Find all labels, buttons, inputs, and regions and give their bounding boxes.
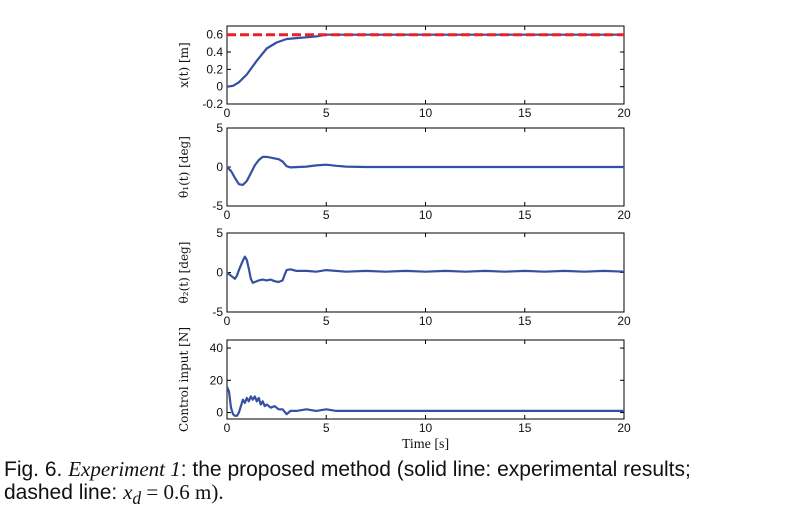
series-line (226, 33, 624, 88)
x-tick-label: 0 (224, 208, 231, 222)
plot-frame (226, 339, 625, 420)
subplot-4: 0 5 10 15 20 40 20 0 Control input [N] Time [s] (177, 327, 631, 452)
x-tick-label: 20 (617, 106, 631, 120)
series-line (225, 386, 624, 417)
caption-prefix: Fig. 6. (4, 458, 63, 481)
y-tick-label: 40 (210, 341, 224, 355)
y-tick-label: 0 (216, 80, 223, 94)
y-tick-label: 20 (210, 373, 224, 387)
y-tick-label: 0.6 (206, 28, 223, 42)
y-tick-label: 0 (216, 266, 223, 280)
caption-var: x (123, 480, 133, 504)
y-tick-label: 0.2 (206, 62, 223, 76)
x-tick-label: 10 (419, 106, 433, 120)
figure: 0 5 10 15 200.60.40.20-0.2x(t) [m]0 5 10 15 2050… (177, 25, 631, 452)
x-tick-label: 20 (617, 208, 631, 222)
x-tick-label: 20 (617, 314, 631, 328)
x-tick-label: 15 (518, 106, 532, 120)
x-tick-label: 15 (518, 314, 532, 328)
y-axis-label: θ₁(t) [deg] (177, 136, 191, 198)
x-tick-label: 15 (518, 421, 532, 435)
x-tick-label: 10 (419, 208, 433, 222)
y-tick-label: 5 (216, 121, 223, 135)
y-tick-label: 0 (216, 406, 223, 420)
x-tick-label: 0 (224, 421, 231, 435)
caption-text: : the proposed method (solid line: exper… (180, 458, 691, 481)
caption-experiment: Experiment 1 (68, 457, 181, 481)
x-tick-label: 5 (323, 208, 330, 222)
y-tick-label: -0.2 (202, 97, 223, 111)
x-tick-label: 0 (224, 314, 231, 328)
caption-eq: = 0.6 m). (141, 480, 224, 504)
y-axis-label: θ₂(t) [deg] (177, 242, 191, 304)
x-tick-label: 10 (419, 314, 433, 328)
x-tick-label: 0 (224, 106, 231, 120)
figure-caption: Fig. 6. Experiment 1: the proposed metho… (4, 458, 810, 510)
x-tick-label: 5 (323, 421, 330, 435)
y-tick-label: -5 (212, 199, 223, 213)
y-axis-label: Control input [N] (177, 327, 191, 432)
x-tick-label: 15 (518, 208, 532, 222)
series-line (226, 255, 625, 284)
x-tick-label: 5 (323, 314, 330, 328)
plot-frame (226, 25, 625, 105)
x-tick-label: 20 (617, 421, 631, 435)
x-axis-label: Time [s] (402, 437, 449, 452)
y-axis-label: x(t) [m] (177, 42, 191, 88)
y-tick-label: -5 (212, 305, 223, 319)
x-tick-label: 10 (419, 421, 433, 435)
caption-line-1: Fig. 6. Experiment 1: the proposed metho… (4, 457, 810, 482)
series-line (226, 155, 624, 186)
caption-line-2: dashed line: xd = 0.6 m). (4, 481, 810, 510)
caption-line2-pre: dashed line: (4, 481, 124, 504)
y-tick-label: 0 (216, 160, 223, 174)
caption-sub: d (132, 488, 142, 509)
y-tick-label: 0.4 (206, 45, 223, 59)
subplot-1: 0 5 10 15 200.60.40.20-0.2x(t) [m] (177, 25, 631, 120)
x-tick-label: 5 (323, 106, 330, 120)
y-tick-label: 5 (216, 226, 223, 240)
